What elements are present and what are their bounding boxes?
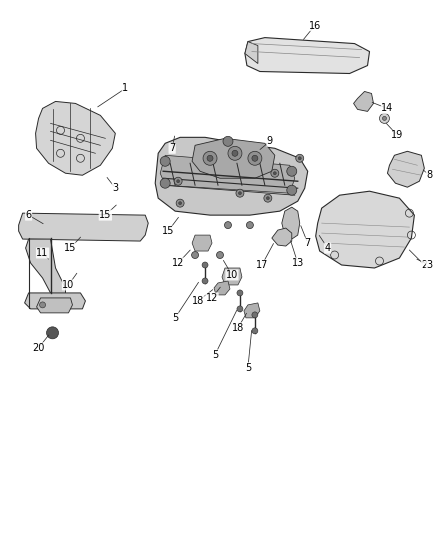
Circle shape [207,155,213,161]
Text: 3: 3 [112,183,118,193]
Text: 11: 11 [36,248,49,258]
Circle shape [298,157,301,160]
Polygon shape [37,298,72,313]
Circle shape [248,151,262,165]
Text: 15: 15 [99,210,112,220]
Polygon shape [245,38,370,74]
Text: 14: 14 [381,103,394,114]
Text: 10: 10 [62,280,74,290]
Circle shape [46,327,59,339]
Circle shape [264,194,272,202]
Polygon shape [282,207,300,239]
Circle shape [238,192,241,195]
Text: 6: 6 [25,210,32,220]
Circle shape [223,136,233,147]
Polygon shape [19,213,148,241]
Circle shape [176,199,184,207]
Text: 18: 18 [192,296,204,306]
Polygon shape [388,151,424,187]
Polygon shape [214,281,230,295]
Circle shape [203,151,217,165]
Text: 9: 9 [267,136,273,147]
Text: 20: 20 [32,343,45,353]
Circle shape [232,150,238,156]
Circle shape [247,222,254,229]
Text: 5: 5 [172,313,178,323]
Text: 10: 10 [226,270,238,280]
Text: 16: 16 [308,21,321,30]
Text: 7: 7 [304,238,311,248]
Circle shape [228,147,242,160]
Text: 15: 15 [162,226,174,236]
Polygon shape [192,139,275,178]
Text: 17: 17 [256,260,268,270]
Circle shape [179,201,182,205]
Text: 1: 1 [122,84,128,93]
Circle shape [225,222,231,229]
Polygon shape [245,42,258,63]
Text: 18: 18 [232,323,244,333]
Text: 5: 5 [245,363,251,373]
Circle shape [273,172,276,175]
Polygon shape [25,239,66,298]
Text: 7: 7 [169,143,175,154]
Circle shape [237,306,243,312]
Circle shape [237,290,243,296]
Text: 12: 12 [206,293,218,303]
Polygon shape [35,101,115,175]
Polygon shape [316,191,414,268]
Circle shape [252,155,258,161]
Text: 3: 3 [426,260,432,270]
Circle shape [160,156,170,166]
Circle shape [271,169,279,177]
Circle shape [379,114,389,123]
Text: 4: 4 [325,243,331,253]
Circle shape [160,178,170,188]
Circle shape [177,180,180,183]
Circle shape [39,302,46,308]
Polygon shape [244,303,260,318]
Polygon shape [160,155,295,193]
Text: 2: 2 [421,260,427,270]
Circle shape [202,278,208,284]
Text: 5: 5 [212,350,218,360]
Circle shape [174,177,182,185]
Circle shape [236,189,244,197]
Circle shape [266,197,269,200]
Circle shape [287,166,297,176]
Polygon shape [155,138,308,215]
Polygon shape [272,228,292,246]
Circle shape [252,312,258,318]
Text: 13: 13 [292,258,304,268]
Polygon shape [353,92,374,111]
Polygon shape [25,293,85,309]
Text: 8: 8 [426,170,432,180]
Circle shape [202,262,208,268]
Circle shape [296,154,304,162]
Text: 15: 15 [64,243,77,253]
Text: 12: 12 [172,258,184,268]
Circle shape [382,116,386,120]
Circle shape [252,328,258,334]
Circle shape [216,252,223,259]
Polygon shape [192,235,212,251]
Polygon shape [222,268,242,285]
Circle shape [191,252,198,259]
Circle shape [287,185,297,195]
Text: 19: 19 [391,131,403,140]
